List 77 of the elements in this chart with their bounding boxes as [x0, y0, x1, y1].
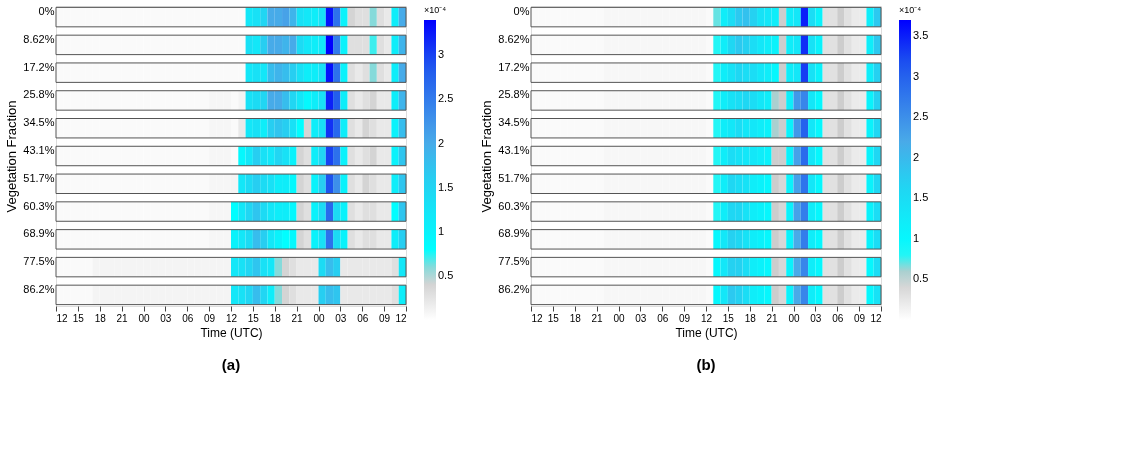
y-tick-label: 68.9% — [498, 227, 530, 240]
x-tick-label: 21 — [591, 312, 604, 324]
x-tick-label: 00 — [313, 312, 325, 324]
x-tick-label: 03 — [160, 312, 172, 324]
x-tick-label: 12 — [870, 312, 882, 324]
x-tick-label: 21 — [766, 312, 779, 324]
y-tick-label: 0% — [513, 5, 530, 18]
x-tick-label: 12 — [56, 312, 69, 324]
y-tick-label: 60.3% — [23, 199, 55, 212]
x-tick-label: 12 — [531, 312, 544, 324]
x-tick-label: 03 — [810, 312, 822, 324]
text: (a) — [221, 356, 241, 373]
color-bar-label: 2 — [438, 136, 445, 149]
y-tick-label: 51.7% — [498, 171, 530, 184]
color-bar-label: 1 — [438, 224, 445, 237]
x-tick-label: 06 — [832, 312, 844, 324]
y-tick-label: 25.8% — [23, 88, 55, 101]
x-tick-label: 21 — [116, 312, 129, 324]
y-tick-label: 8.62% — [23, 32, 55, 45]
color-bar-label: 3.5 — [913, 29, 929, 42]
color-bar-label: 3 — [438, 48, 445, 61]
y-tick-label: 51.7% — [23, 171, 55, 184]
y-tick-label: 86.2% — [23, 282, 55, 295]
x-tick-label: 21 — [291, 312, 304, 324]
x-tick-label: 00 — [138, 312, 150, 324]
y-tick-label: 0% — [38, 5, 55, 18]
x-tick-label: 09 — [379, 312, 391, 324]
y-tick-label: 17.2% — [23, 60, 55, 73]
color-bar-label: 2 — [913, 150, 920, 163]
x-axis-title: Time (UTC) — [675, 325, 738, 340]
color-bar-label: 2.5 — [913, 110, 929, 123]
color-bar-label: 2.5 — [438, 92, 454, 105]
y-axis-title: Vegetation Fraction — [4, 100, 20, 213]
x-tick-label: 06 — [357, 312, 369, 324]
color-bar-title: ×10⁻⁴ — [899, 5, 922, 15]
x-tick-label: 18 — [269, 312, 282, 324]
color-bar-label: 1.5 — [913, 191, 929, 204]
x-tick-label: 15 — [247, 312, 260, 324]
x-tick-label: 12 — [225, 312, 238, 324]
x-tick-label: 15 — [72, 312, 85, 324]
x-tick-label: 18 — [744, 312, 757, 324]
y-tick-label: 17.2% — [498, 60, 530, 73]
color-bar-label: 3 — [913, 69, 920, 82]
y-tick-label: 34.5% — [498, 116, 530, 129]
x-tick-label: 09 — [854, 312, 866, 324]
color-bar-label: 1.5 — [438, 180, 454, 193]
y-tick-label: 86.2% — [498, 282, 530, 295]
y-tick-label: 8.62% — [498, 32, 530, 45]
x-tick-label: 06 — [657, 312, 669, 324]
y-tick-label: 77.5% — [498, 255, 530, 268]
text: (b) — [696, 356, 716, 373]
x-tick-label: 18 — [94, 312, 107, 324]
y-tick-label: 43.1% — [498, 144, 530, 156]
color-bar-label: 0.5 — [913, 272, 929, 285]
x-tick-label: 06 — [182, 312, 194, 324]
color-bar-label: 1 — [913, 231, 920, 244]
y-tick-label: 34.5% — [23, 116, 55, 129]
x-tick-label: 15 — [547, 312, 560, 324]
y-axis-title: Vegetation Fraction — [479, 100, 495, 213]
y-tick-label: 60.3% — [498, 199, 530, 212]
x-axis-title: Time (UTC) — [200, 325, 263, 340]
x-tick-label: 09 — [204, 312, 216, 324]
x-tick-label: 12 — [700, 312, 713, 324]
y-tick-label: 77.5% — [23, 255, 55, 268]
x-tick-label: 09 — [679, 312, 691, 324]
x-tick-label: 03 — [335, 312, 347, 324]
y-tick-label: 68.9% — [23, 227, 55, 240]
color-bar-title: ×10⁻⁴ — [424, 5, 447, 15]
x-tick-label: 18 — [569, 312, 582, 324]
x-tick-label: 00 — [788, 312, 800, 324]
x-tick-label: 00 — [613, 312, 625, 324]
color-bar-label: 0.5 — [438, 268, 454, 281]
x-tick-label: 12 — [395, 312, 407, 324]
x-tick-label: 15 — [722, 312, 735, 324]
x-tick-label: 03 — [635, 312, 647, 324]
y-tick-label: 43.1% — [23, 144, 55, 156]
y-tick-label: 25.8% — [498, 88, 530, 101]
